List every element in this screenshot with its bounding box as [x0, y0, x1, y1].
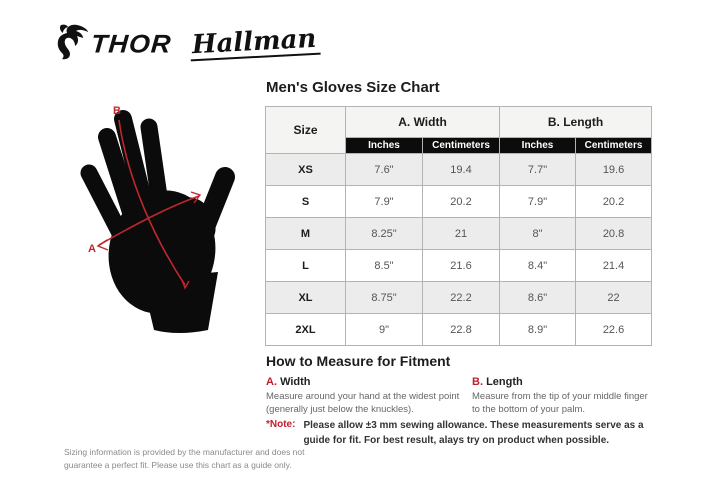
chart-title: Men's Gloves Size Chart — [266, 79, 440, 96]
length-cm: 20.8 — [575, 217, 653, 250]
size-label: S — [265, 185, 346, 218]
size-label: M — [265, 217, 346, 250]
size-label: L — [265, 249, 346, 282]
note-label: *Note: — [266, 419, 296, 430]
col-header-length-inches: Inches — [499, 137, 577, 154]
length-inches: 7.9" — [499, 185, 577, 218]
label-b: B — [113, 105, 121, 117]
measure-length-letter: B. — [472, 376, 483, 388]
length-cm: 22.6 — [575, 313, 653, 346]
label-a: A — [88, 243, 96, 255]
size-label: XS — [265, 153, 346, 186]
width-inches: 8.75" — [345, 281, 423, 314]
measure-width-block: A. Width Measure around your hand at the… — [266, 376, 462, 417]
width-cm: 20.2 — [421, 185, 501, 218]
table-row-m: M 8.25" 21 8" 20.8 — [265, 217, 653, 250]
length-inches: 8" — [499, 217, 577, 250]
brand-logos: THOR Hallman — [55, 22, 321, 66]
table-row-xl: XL 8.75" 22.2 8.6" 22 — [265, 281, 653, 314]
width-inches: 7.6" — [345, 153, 423, 186]
table-row-l: L 8.5" 21.6 8.4" 21.4 — [265, 249, 653, 282]
width-cm: 21.6 — [421, 249, 501, 282]
length-cm: 19.6 — [575, 153, 653, 186]
table-row-2xl: 2XL 9" 22.8 8.9" 22.6 — [265, 313, 653, 346]
width-inches: 8.25" — [345, 217, 423, 250]
length-inches: 8.4" — [499, 249, 577, 282]
glove-diagram: B A — [58, 84, 260, 336]
thor-logo: THOR — [55, 23, 173, 66]
measure-length-block: B. Length Measure from the tip of your m… — [472, 376, 654, 417]
length-cm: 22 — [575, 281, 653, 314]
note-block: *Note: Please allow ±3 mm sewing allowan… — [266, 419, 670, 448]
width-inches: 8.5" — [345, 249, 423, 282]
table-row-s: S 7.9" 20.2 7.9" 20.2 — [265, 185, 653, 218]
measure-length-label: B. Length — [472, 376, 523, 388]
width-cm: 21 — [421, 217, 501, 250]
length-cm: 20.2 — [575, 185, 653, 218]
col-header-width-cm: Centimeters — [421, 137, 501, 154]
measure-length-text: Measure from the tip of your middle fing… — [472, 391, 648, 416]
thor-wordmark: THOR — [89, 29, 173, 58]
col-header-width-inches: Inches — [345, 137, 423, 154]
col-header-width-group: A. Width — [344, 106, 501, 138]
size-table: Size A. Width B. Length Inches Centimete… — [265, 106, 653, 346]
col-header-size: Size — [265, 106, 346, 154]
hand-silhouette — [80, 110, 235, 333]
col-header-length-group: B. Length — [499, 106, 653, 138]
length-inches: 8.9" — [499, 313, 577, 346]
width-inches: 7.9" — [345, 185, 423, 218]
hallman-logo: Hallman — [188, 24, 321, 63]
size-label: XL — [265, 281, 346, 314]
col-header-length-cm: Centimeters — [575, 137, 653, 154]
size-label: 2XL — [265, 313, 346, 346]
measure-width-label: A. Width — [266, 376, 311, 388]
note-text: Please allow ±3 mm sewing allowance. The… — [303, 420, 644, 446]
thor-helmet-icon — [55, 23, 89, 66]
width-inches: 9" — [345, 313, 423, 346]
measure-width-letter: A. — [266, 376, 277, 388]
width-cm: 22.8 — [421, 313, 501, 346]
length-inches: 8.6" — [499, 281, 577, 314]
length-inches: 7.7" — [499, 153, 577, 186]
measure-width-text: Measure around your hand at the widest p… — [266, 391, 460, 416]
width-cm: 22.2 — [421, 281, 501, 314]
measurement-lines — [96, 119, 202, 290]
sizing-disclaimer: Sizing information is provided by the ma… — [64, 447, 305, 470]
length-cm: 21.4 — [575, 249, 653, 282]
width-cm: 19.4 — [421, 153, 501, 186]
measure-heading: How to Measure for Fitment — [266, 353, 451, 369]
table-row-xs: XS 7.6" 19.4 7.7" 19.6 — [265, 153, 653, 186]
